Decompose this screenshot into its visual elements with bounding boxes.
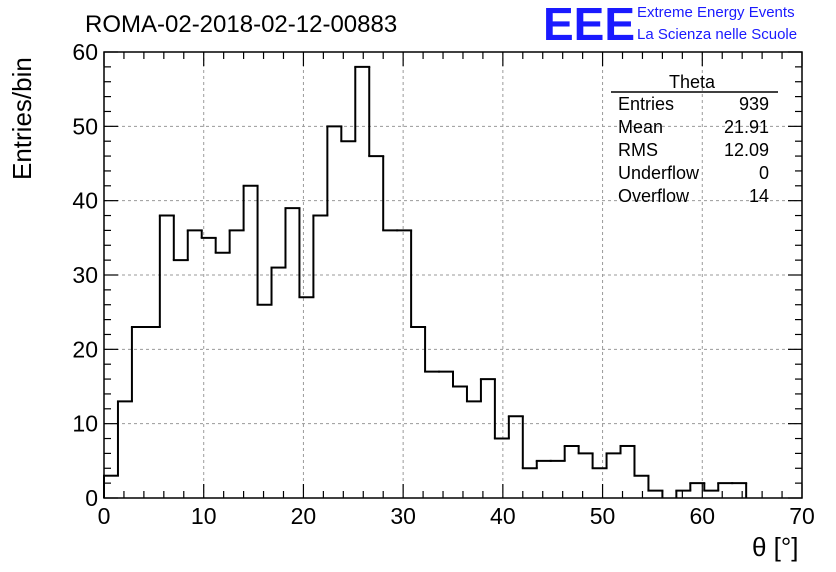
y-tick-label: 60 <box>72 39 98 65</box>
stat-value-rms: 12.09 <box>724 140 769 160</box>
x-tick-label: 20 <box>291 503 317 529</box>
stat-value-overflow: 14 <box>749 186 769 206</box>
x-tick-label: 30 <box>390 503 416 529</box>
x-tick-label: 60 <box>689 503 715 529</box>
y-tick-label: 40 <box>72 188 98 214</box>
y-tick-label: 0 <box>85 485 98 511</box>
x-tick-label: 50 <box>590 503 616 529</box>
y-tick-label: 50 <box>72 113 98 139</box>
stat-value-mean: 21.91 <box>724 117 769 137</box>
x-axis-label: θ [°] <box>752 532 799 562</box>
axes: 0 10 20 30 40 50 60 70 0 10 20 30 40 50 60 <box>72 39 814 529</box>
histogram-bars <box>103 65 748 498</box>
x-tick-label: 40 <box>490 503 516 529</box>
stat-value-entries: 939 <box>739 94 769 114</box>
y-tick-label: 10 <box>72 411 98 437</box>
brand-line-1: Extreme Energy Events <box>637 4 795 21</box>
brand-line-2: La Scienza nelle Scuole <box>637 26 797 43</box>
eee-logo: EEE <box>543 0 635 50</box>
stats-title: Theta <box>669 72 716 92</box>
y-tick-label: 20 <box>72 336 98 362</box>
chart-title: ROMA-02-2018-02-12-00883 <box>85 11 397 38</box>
stat-value-underflow: 0 <box>759 163 769 183</box>
stat-label-entries: Entries <box>618 94 674 114</box>
stat-label-underflow: Underflow <box>618 163 700 183</box>
stat-label-mean: Mean <box>618 117 663 137</box>
x-tick-label: 70 <box>789 503 815 529</box>
stats-box: Theta Entries 939 Mean 21.91 RMS 12.09 U… <box>611 72 778 206</box>
y-tick-label: 30 <box>72 262 98 288</box>
y-axis-label: Entries/bin <box>7 57 37 180</box>
x-tick-label: 0 <box>98 503 111 529</box>
stat-label-rms: RMS <box>618 140 658 160</box>
x-tick-label: 10 <box>191 503 217 529</box>
grid-lines <box>104 52 802 498</box>
stat-label-overflow: Overflow <box>618 186 690 206</box>
